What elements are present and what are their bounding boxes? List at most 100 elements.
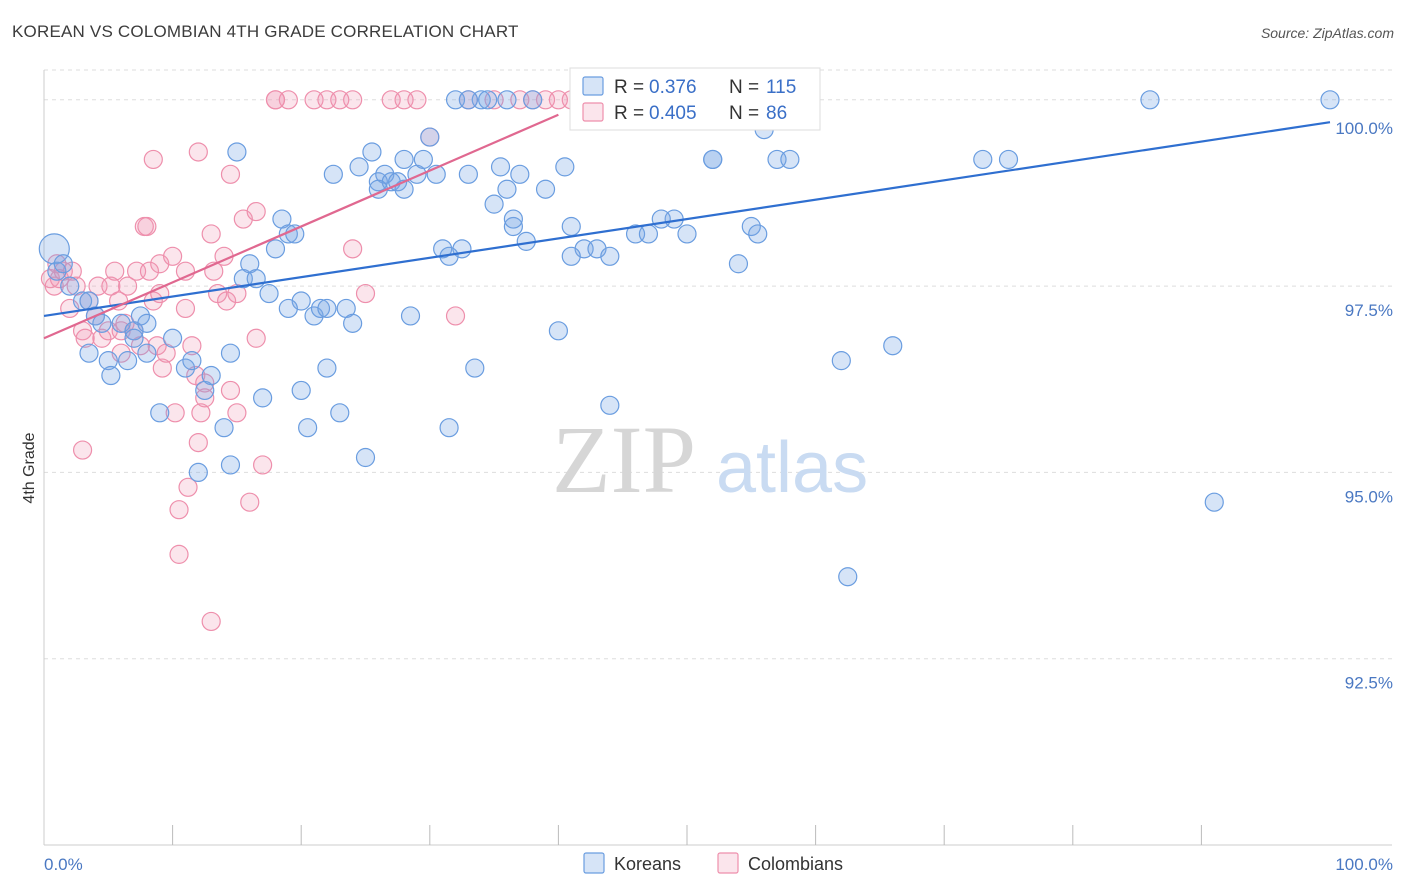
colombian-point bbox=[188, 432, 208, 453]
colombian-point bbox=[175, 298, 196, 319]
korean-point bbox=[1140, 90, 1160, 110]
korean-point bbox=[703, 149, 723, 170]
legend-r-value: 0.376 bbox=[649, 77, 697, 98]
x-tick-labels: 0.0% 100.0% bbox=[44, 855, 1393, 874]
korean-point bbox=[548, 321, 569, 341]
colombian-point bbox=[227, 403, 247, 423]
korean-point bbox=[53, 254, 73, 274]
korean-point bbox=[330, 403, 350, 423]
colombian-point bbox=[105, 261, 125, 281]
colombian-point bbox=[169, 500, 189, 520]
x-tick-label: 100.0% bbox=[1335, 855, 1393, 874]
legend-n-label: N = bbox=[729, 77, 759, 98]
y-tick-label: 92.5% bbox=[1345, 674, 1393, 693]
colombian-point bbox=[143, 149, 163, 170]
korean-point bbox=[973, 149, 993, 170]
korean-point bbox=[259, 283, 279, 304]
y-tick-label: 97.5% bbox=[1345, 301, 1393, 320]
korean-point bbox=[497, 179, 517, 199]
trend-lines bbox=[43, 113, 1331, 340]
colombian-point bbox=[182, 336, 202, 356]
colombian-point bbox=[195, 373, 215, 393]
korean-point bbox=[561, 216, 581, 237]
korean-point bbox=[458, 90, 478, 110]
chart-title: KOREAN VS COLOMBIAN 4TH GRADE CORRELATIO… bbox=[12, 22, 519, 41]
legend-box: R = 0.376 N = 115 R = 0.405 N = 86 bbox=[569, 67, 821, 131]
korean-point bbox=[1320, 90, 1340, 110]
colombian-point bbox=[139, 261, 160, 281]
colombian-point bbox=[169, 544, 189, 564]
korean-point bbox=[883, 336, 903, 356]
korean-point bbox=[503, 209, 523, 229]
korean-point bbox=[130, 306, 151, 326]
korean-point bbox=[349, 157, 369, 177]
korean-point bbox=[278, 298, 298, 319]
korean-point bbox=[182, 351, 202, 371]
colombian-point bbox=[165, 403, 185, 423]
korean-point bbox=[137, 313, 157, 333]
korean-point bbox=[465, 358, 485, 378]
colombian-point bbox=[191, 403, 211, 423]
korean-point bbox=[394, 149, 414, 170]
legend-n-value: 86 bbox=[766, 103, 787, 124]
korean-point bbox=[98, 351, 118, 371]
korean-point bbox=[535, 179, 556, 199]
korean-point bbox=[561, 246, 581, 266]
colombian-point bbox=[407, 90, 427, 110]
korean-point bbox=[600, 395, 620, 415]
korean-point bbox=[998, 149, 1019, 170]
x-tick-label: 0.0% bbox=[44, 855, 83, 874]
korean-trend-line bbox=[43, 121, 1331, 318]
colombian-point bbox=[343, 239, 363, 259]
y-tick-labels: 92.5% 95.0% 97.5% 100.0% bbox=[1335, 119, 1393, 693]
korean-point bbox=[510, 164, 530, 184]
korean-point bbox=[317, 298, 337, 319]
korean-point bbox=[101, 365, 121, 386]
colombian-point bbox=[188, 142, 208, 162]
korean-point bbox=[484, 194, 504, 214]
korean-point bbox=[60, 276, 80, 296]
korean-point bbox=[175, 358, 196, 378]
korean-point bbox=[638, 224, 659, 244]
legend-frame bbox=[569, 67, 821, 131]
korean-point bbox=[47, 261, 67, 281]
korean-point bbox=[741, 216, 761, 237]
colombian-point bbox=[75, 328, 95, 348]
korean-point bbox=[310, 298, 331, 319]
legend-swatch-koreans bbox=[582, 76, 604, 96]
korean-point bbox=[317, 358, 337, 378]
korean-point bbox=[413, 149, 433, 170]
korean-point bbox=[838, 567, 858, 587]
legend-swatch-colombians bbox=[582, 102, 604, 122]
korean-point bbox=[420, 127, 440, 147]
colombian-point bbox=[246, 201, 266, 222]
colombian-point bbox=[152, 358, 172, 378]
colombian-point bbox=[343, 90, 363, 110]
colombian-point bbox=[265, 90, 286, 110]
korean-point bbox=[343, 313, 363, 333]
korean-point bbox=[1204, 492, 1224, 512]
colombian-point bbox=[72, 440, 93, 460]
legend-n-label: N = bbox=[729, 103, 759, 124]
korean-point bbox=[117, 351, 138, 371]
colombian-point bbox=[240, 492, 260, 512]
watermark: ZIP atlas bbox=[552, 406, 868, 513]
colombian-point bbox=[220, 164, 241, 184]
colombian-point bbox=[246, 328, 266, 348]
korean-point bbox=[265, 239, 286, 259]
y-tick-label: 100.0% bbox=[1335, 119, 1393, 138]
korean-point bbox=[150, 403, 170, 423]
colombian-point bbox=[137, 216, 157, 237]
colombian-trend-line bbox=[43, 113, 559, 340]
watermark-atlas: atlas bbox=[716, 428, 868, 508]
korean-point bbox=[92, 313, 112, 333]
colombian-point bbox=[195, 388, 215, 408]
korean-point bbox=[490, 157, 511, 177]
y-tick-label: 95.0% bbox=[1345, 487, 1393, 506]
colombian-point bbox=[178, 477, 198, 497]
korean-point bbox=[362, 142, 382, 162]
colombian-point bbox=[355, 283, 376, 304]
korean-point bbox=[323, 164, 343, 184]
korean-point bbox=[503, 216, 523, 237]
colombian-point bbox=[163, 246, 183, 266]
